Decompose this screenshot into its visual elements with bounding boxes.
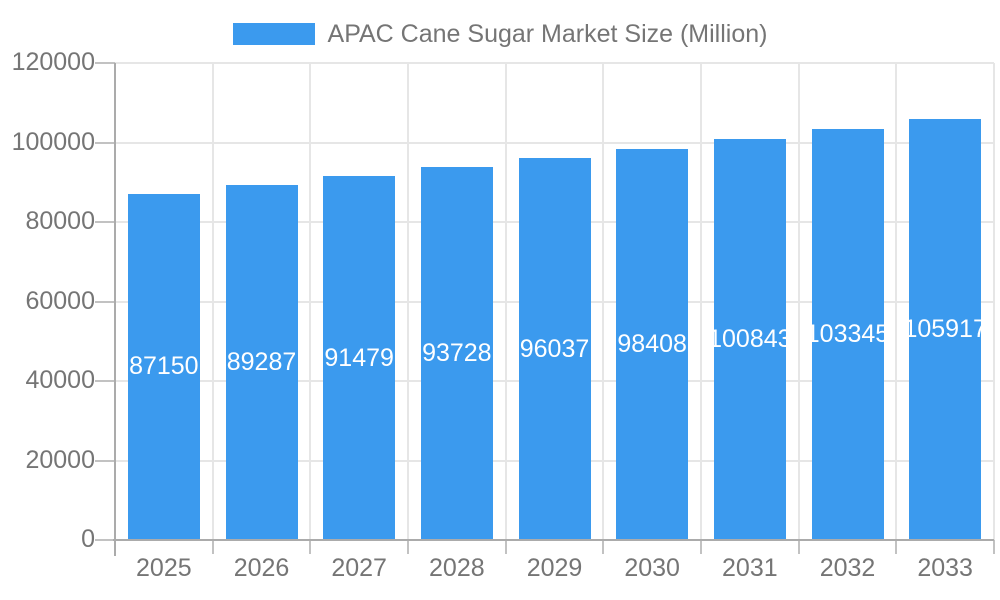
bar-value-label: 93728: [422, 339, 492, 368]
y-tick-label: 40000: [25, 366, 95, 394]
x-tick-label: 2028: [429, 554, 485, 582]
x-tick-label: 2025: [136, 554, 192, 582]
x-axis-tick: [211, 540, 214, 554]
bar: [420, 167, 493, 540]
legend[interactable]: APAC Cane Sugar Market Size (Million): [0, 20, 1000, 48]
y-tick-label: 0: [81, 525, 95, 553]
x-tick-label: 2033: [917, 554, 973, 582]
bar-value-label: 100843: [708, 325, 792, 354]
y-axis-tick: [95, 221, 115, 223]
x-axis-tick: [407, 540, 409, 554]
category-gridline: [797, 63, 800, 540]
x-tick-label: 2032: [819, 554, 876, 582]
x-tick-label: 2031: [722, 554, 778, 582]
bar-value-label: 91479: [324, 343, 394, 372]
category-gridline: [602, 63, 605, 540]
x-tick-label: 2030: [624, 554, 680, 582]
bar-value-label: 89287: [226, 348, 297, 377]
y-axis-tick: [95, 300, 115, 303]
bar: [518, 158, 591, 540]
legend-swatch: [232, 23, 315, 45]
bar: [811, 129, 884, 540]
x-axis-tick: [602, 540, 605, 554]
y-tick-label: 120000: [11, 48, 95, 76]
x-tick-label: 2026: [233, 554, 290, 582]
x-axis-tick: [895, 540, 898, 554]
y-gridline: [115, 62, 994, 64]
x-tick-label: 2027: [331, 554, 387, 582]
bar-value-label: 96037: [519, 334, 590, 363]
y-tick-label: 20000: [25, 445, 95, 474]
y-tick-label: 80000: [25, 207, 95, 235]
y-gridline: [115, 141, 994, 144]
chart-plot-area: 87150 89287 91479 93728 96037 98408 100843 1033…: [95, 62, 995, 556]
bar: [127, 193, 200, 540]
bar: [616, 148, 689, 540]
category-gridline: [407, 63, 409, 540]
category-gridline: [993, 63, 995, 540]
bar: [323, 176, 396, 540]
y-axis-tick: [95, 459, 115, 462]
y-axis-line: [114, 63, 116, 556]
x-axis-tick: [309, 540, 312, 554]
x-axis-tick: [700, 540, 702, 554]
x-axis-line: [113, 539, 994, 541]
category-gridline: [504, 63, 507, 540]
x-axis-tick: [993, 540, 995, 554]
x-tick-label: 2029: [526, 554, 583, 582]
bar-value-label: 105917: [903, 314, 987, 343]
x-axis-tick: [797, 540, 800, 554]
bar: [713, 139, 786, 540]
category-gridline: [211, 63, 214, 540]
y-axis-tick: [95, 539, 115, 541]
y-tick-label: 100000: [11, 127, 95, 156]
y-tick-label: 60000: [25, 286, 95, 315]
bar: [225, 185, 298, 540]
bar-value-label: 98408: [617, 329, 687, 358]
category-gridline: [895, 63, 898, 540]
chart-title: APAC Cane Sugar Market Size (Million): [327, 20, 768, 48]
bar: [909, 118, 982, 540]
y-axis-tick: [95, 141, 115, 144]
category-gridline: [700, 63, 702, 540]
x-axis-tick: [504, 540, 507, 554]
y-axis-tick: [95, 62, 115, 64]
bar-value-label: 87150: [129, 352, 199, 381]
category-gridline: [309, 63, 312, 540]
y-axis-tick: [95, 380, 115, 382]
bar-value-label: 103345: [805, 320, 890, 349]
